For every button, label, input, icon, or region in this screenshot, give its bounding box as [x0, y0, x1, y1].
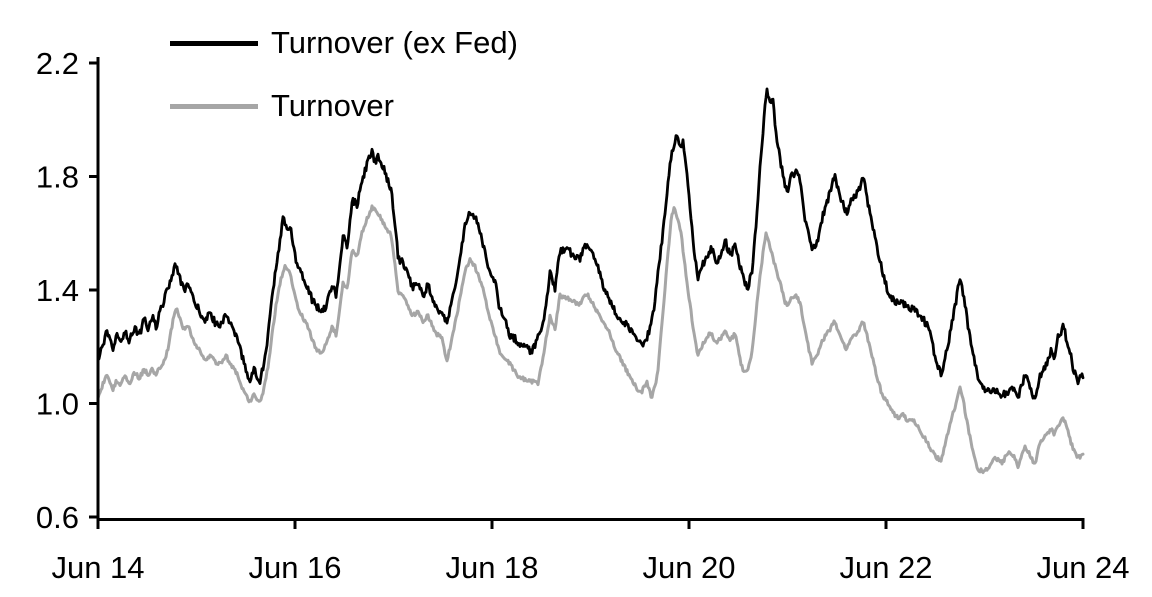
legend-label-turnover-ex-fed: Turnover (ex Fed) [271, 25, 518, 60]
x-tick-label: Jun 16 [248, 550, 341, 585]
x-tick-label: Jun 24 [1036, 550, 1129, 585]
y-tick-label: 2.2 [36, 46, 79, 81]
legend-line-gray-icon [170, 103, 258, 109]
legend-label-turnover: Turnover [271, 88, 394, 123]
y-tick-label: 1.4 [36, 273, 79, 308]
legend-item-turnover: Turnover [170, 89, 518, 123]
x-tick-label: Jun 14 [51, 550, 144, 585]
y-tick-label: 0.6 [36, 500, 79, 535]
series-line-turnover [96, 204, 1085, 475]
x-tick-label: Jun 22 [839, 550, 932, 585]
series-line-turnover-ex-fed- [96, 87, 1085, 400]
x-tick-label: Jun 18 [445, 550, 538, 585]
legend-item-turnover-ex-fed: Turnover (ex Fed) [170, 26, 518, 60]
y-tick-label: 1.8 [36, 160, 79, 195]
y-tick-label: 1.0 [36, 387, 79, 422]
chart-legend: Turnover (ex Fed) Turnover [170, 26, 518, 152]
x-tick-label: Jun 20 [642, 550, 735, 585]
legend-line-black-icon [170, 40, 258, 46]
